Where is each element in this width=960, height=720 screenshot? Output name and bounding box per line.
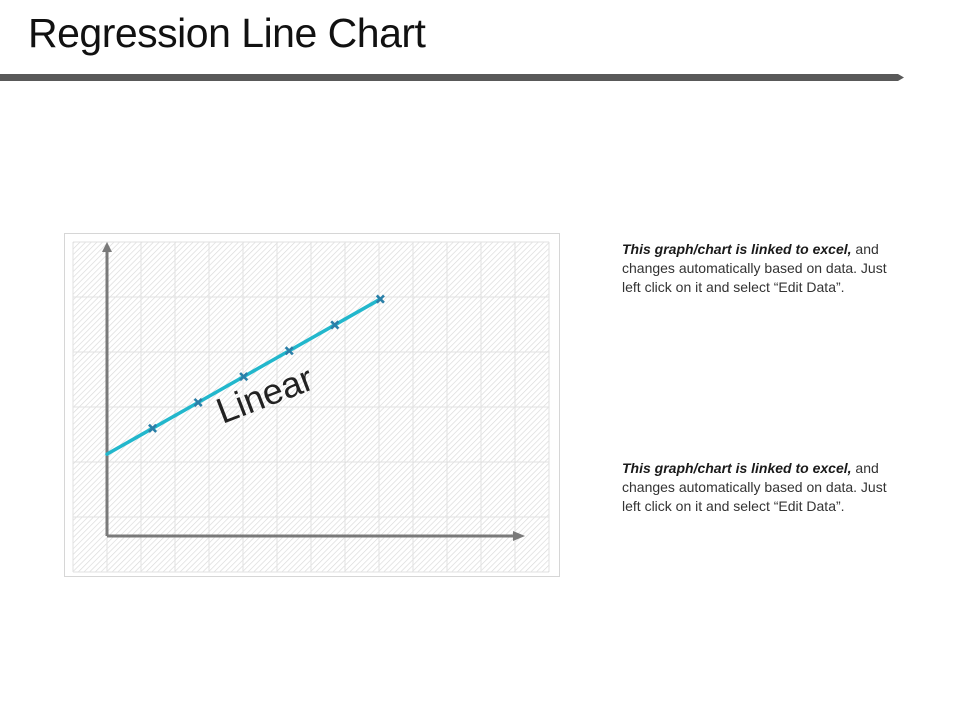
info-note-lead: This graph/chart is linked to excel, <box>622 460 852 476</box>
title-divider <box>0 74 904 81</box>
marker-stroke <box>148 423 158 433</box>
marker-stroke <box>239 372 249 382</box>
marker-stroke <box>375 294 385 304</box>
data-point-marker <box>330 320 340 330</box>
data-point-marker <box>148 423 158 433</box>
marker-stroke <box>193 397 203 407</box>
axes <box>102 242 525 541</box>
grid-lines <box>72 241 550 573</box>
info-note: This graph/chart is linked to excel, and… <box>622 459 892 516</box>
chart-frame[interactable]: Linear <box>64 233 560 577</box>
data-point-marker <box>193 397 203 407</box>
series-layer <box>105 294 385 456</box>
x-axis-arrow <box>513 531 525 541</box>
marker-stroke <box>284 346 294 356</box>
marker-stroke <box>330 320 340 330</box>
page-title: Regression Line Chart <box>28 10 426 56</box>
info-note: This graph/chart is linked to excel, and… <box>622 240 892 297</box>
info-note-body: and changes automatically based on data.… <box>622 241 887 295</box>
info-note-body: and changes automatically based on data.… <box>622 460 887 514</box>
data-point-marker <box>284 346 294 356</box>
data-point-marker <box>375 294 385 304</box>
y-axis-arrow <box>102 242 112 252</box>
regression-chart[interactable]: Linear <box>65 234 561 578</box>
data-point-marker <box>239 372 249 382</box>
info-note-lead: This graph/chart is linked to excel, <box>622 241 852 257</box>
